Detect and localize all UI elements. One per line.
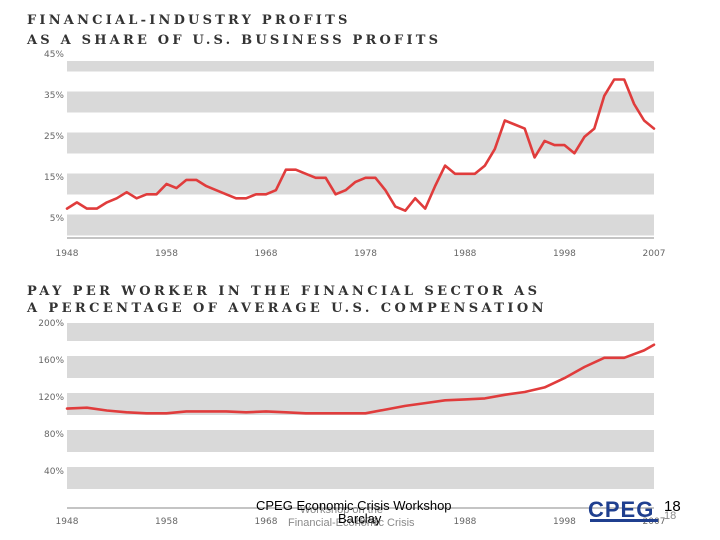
footer-workshop-title: CPEG Economic Crisis Workshop bbox=[256, 498, 452, 513]
chart1-x-tick-label: 1978 bbox=[354, 249, 377, 259]
footer-ghost-text-1: Workshop on the bbox=[300, 504, 383, 516]
chart1-grid-band bbox=[67, 91, 654, 113]
slide-number: 18 bbox=[664, 498, 681, 515]
chart2-y-tick-label: 200% bbox=[38, 319, 64, 329]
chart1-y-tick-label: 45% bbox=[44, 50, 64, 60]
chart2-x-tick-label: 1948 bbox=[56, 517, 79, 527]
chart2-x-tick-label: 1998 bbox=[553, 517, 576, 527]
chart2-x-tick-label: 1958 bbox=[155, 517, 178, 527]
chart2-grid-band bbox=[67, 430, 654, 452]
chart2-y-tick-label: 160% bbox=[38, 356, 64, 366]
chart2-x-tick-label: 1988 bbox=[454, 517, 477, 527]
chart-1-title-line-2: AS A SHARE OF U.S. BUSINESS PROFITS bbox=[27, 33, 442, 48]
chart2-x-tick-label: 2007 bbox=[643, 517, 666, 527]
chart2-grid-band bbox=[67, 356, 654, 378]
logo-wordmark: CPEG bbox=[588, 497, 655, 522]
chart1-grid-band bbox=[67, 214, 654, 236]
chart1-x-tick-label: 1968 bbox=[255, 249, 278, 259]
chart1-y-tick-label: 35% bbox=[44, 91, 64, 101]
chart-2-title-line-2: A PERCENTAGE OF AVERAGE U.S. COMPENSATIO… bbox=[27, 301, 547, 316]
chart1-series-line bbox=[65, 78, 656, 212]
chart1-x-tick-label: 1998 bbox=[553, 249, 576, 259]
footer-ghost-text-2: Financial-Economic Crisis bbox=[288, 517, 415, 529]
chart1-x-tick-label: 2007 bbox=[643, 249, 666, 259]
slide-number-ghost: 18 bbox=[664, 510, 677, 522]
chart2-grid-band bbox=[67, 323, 654, 341]
chart2-x-tick-label: 1978 bbox=[354, 517, 377, 527]
chart2-grid-band bbox=[67, 467, 654, 489]
chart2-series-line bbox=[65, 343, 656, 415]
chart2-y-tick-label: 120% bbox=[38, 393, 64, 403]
chart-2-title-line-1: PAY PER WORKER IN THE FINANCIAL SECTOR A… bbox=[27, 284, 541, 299]
chart1-y-tick-label: 15% bbox=[44, 173, 64, 183]
chart2-y-tick-label: 80% bbox=[44, 430, 64, 440]
footer-presenter: Barclay bbox=[338, 511, 382, 526]
logo-underline bbox=[590, 519, 658, 522]
chart2-x-tick-label: 1968 bbox=[255, 517, 278, 527]
chart1-x-tick-label: 1958 bbox=[155, 249, 178, 259]
chart2-y-tick-label: 40% bbox=[44, 467, 64, 477]
chart2-grid-band bbox=[67, 393, 654, 415]
chart1-x-tick-label: 1948 bbox=[56, 249, 79, 259]
chart1-grid-band bbox=[67, 132, 654, 154]
profits-share-chart: 45% 35% 25% 15% 5% 1948 1958 1968 1978 1988 1998 20… bbox=[44, 50, 666, 259]
chart1-y-tick-label: 25% bbox=[44, 132, 64, 142]
chart1-grid-band bbox=[67, 61, 654, 72]
chart1-y-tick-label: 5% bbox=[50, 214, 65, 224]
cpeg-logo: CPEG bbox=[588, 497, 660, 523]
chart-1-title-line-1: FINANCIAL-INDUSTRY PROFITS bbox=[27, 13, 351, 28]
chart1-x-tick-label: 1988 bbox=[454, 249, 477, 259]
